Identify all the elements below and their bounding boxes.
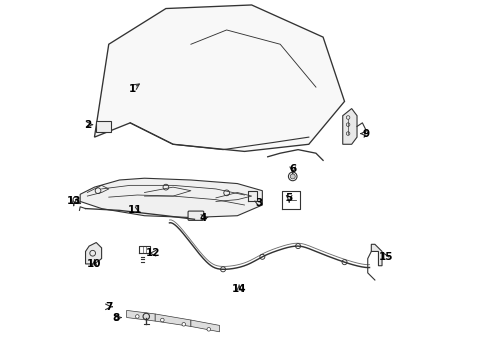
Text: 12: 12 [146, 248, 161, 258]
Text: 9: 9 [362, 129, 369, 139]
Circle shape [206, 328, 210, 331]
FancyBboxPatch shape [188, 211, 203, 220]
Polygon shape [342, 109, 356, 144]
Text: 8: 8 [112, 312, 119, 323]
Text: 11: 11 [128, 205, 142, 215]
Text: 7: 7 [105, 302, 112, 312]
Text: 3: 3 [255, 198, 262, 208]
Circle shape [182, 323, 185, 326]
Text: 15: 15 [378, 252, 392, 262]
Polygon shape [80, 178, 262, 217]
Polygon shape [190, 320, 219, 332]
Text: 13: 13 [66, 197, 81, 206]
Text: 2: 2 [83, 120, 91, 130]
Circle shape [135, 315, 139, 318]
Text: 10: 10 [87, 259, 102, 269]
Polygon shape [155, 314, 190, 327]
Polygon shape [94, 5, 344, 152]
Text: 5: 5 [285, 193, 292, 203]
Circle shape [160, 318, 164, 322]
Circle shape [290, 174, 295, 179]
Text: 6: 6 [288, 164, 296, 174]
Polygon shape [370, 244, 381, 266]
Text: 14: 14 [231, 284, 246, 294]
Polygon shape [126, 310, 155, 321]
Polygon shape [85, 243, 102, 264]
Text: 1: 1 [128, 84, 135, 94]
FancyBboxPatch shape [95, 121, 111, 132]
Text: 4: 4 [199, 212, 207, 222]
